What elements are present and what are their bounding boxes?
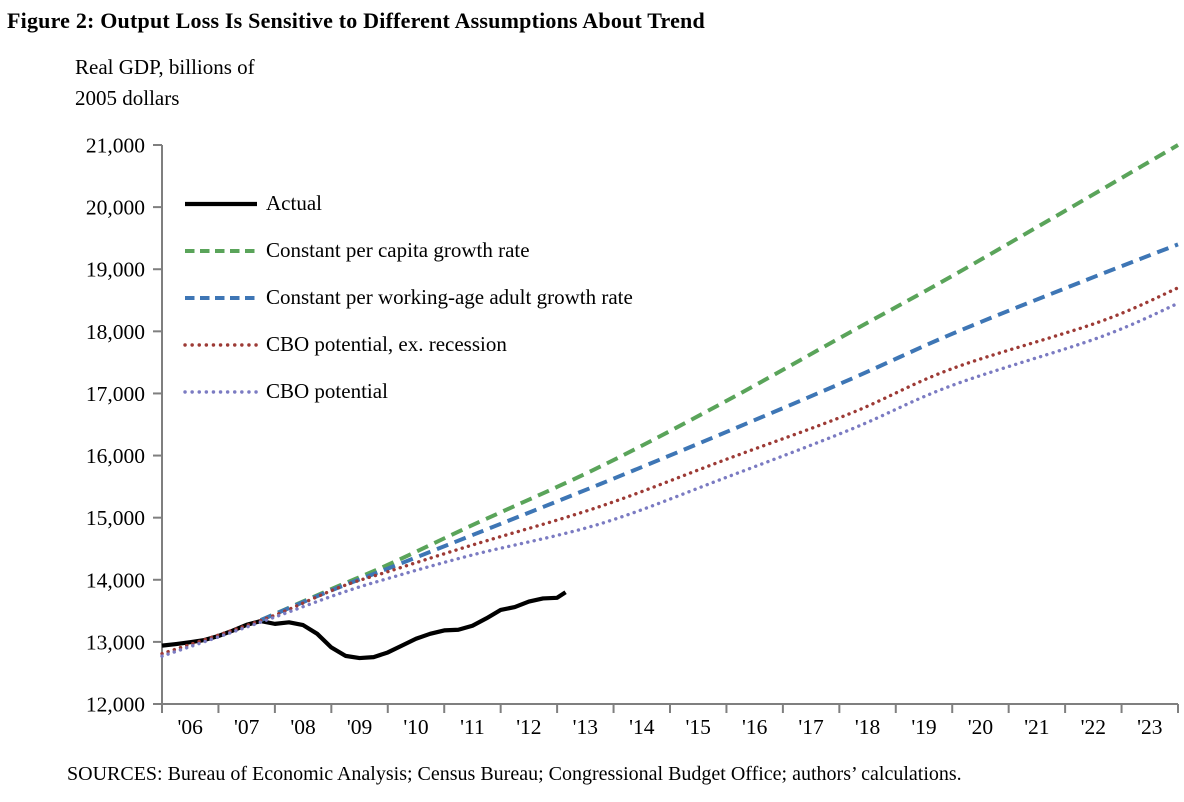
x-tick-label: '19 (911, 715, 936, 739)
x-tick-label: '18 (855, 715, 880, 739)
x-tick-label: '12 (516, 715, 541, 739)
x-tick-label: '23 (1137, 715, 1162, 739)
y-tick-label: 20,000 (86, 196, 145, 220)
legend-label: Actual (266, 191, 322, 215)
y-tick-label: 18,000 (86, 320, 145, 344)
y-tick-label: 14,000 (86, 568, 145, 592)
x-tick-label: '11 (460, 715, 485, 739)
x-tick-label: '06 (178, 715, 204, 739)
series-line-actual (161, 590, 567, 661)
legend-item-constant-per-working-age-adult-growth-rate: Constant per working-age adult growth ra… (183, 274, 633, 321)
series-line-cbo-potential-ex-recession (160, 286, 1180, 656)
x-tick-label: '13 (573, 715, 598, 739)
y-tick-label: 12,000 (86, 693, 145, 717)
x-tick-label: '21 (1024, 715, 1049, 739)
y-tick-label: 17,000 (86, 382, 145, 406)
x-tick-label: '07 (234, 715, 260, 739)
x-tick-label: '10 (403, 715, 428, 739)
x-tick-label: '20 (968, 715, 993, 739)
x-tick-label: '08 (290, 715, 315, 739)
x-tick-label: '17 (798, 715, 824, 739)
legend-label: CBO potential (266, 379, 388, 403)
legend-swatch-constant-per-capita-growth-rate (185, 248, 257, 253)
legend-label: Constant per working-age adult growth ra… (266, 285, 633, 309)
series-line-cbo-potential (160, 301, 1180, 658)
y-tick-label: 13,000 (86, 630, 145, 654)
y-tick-label: 21,000 (86, 134, 145, 158)
figure-title: Figure 2: Output Loss Is Sensitive to Di… (7, 8, 705, 33)
x-tick-label: '22 (1081, 715, 1106, 739)
x-tick-label: '15 (686, 715, 711, 739)
legend-label: CBO potential, ex. recession (266, 332, 507, 356)
legend-swatch-cbo-potential (183, 389, 259, 394)
legend-swatch-constant-per-working-age-adult-growth-rate (185, 295, 257, 300)
legend-swatch-cbo-potential-ex-recession (183, 342, 259, 347)
y-tick-label: 19,000 (86, 258, 145, 282)
x-tick-label: '16 (742, 715, 768, 739)
chart-legend: Actual Constant per capita growth rate Con… (183, 180, 633, 415)
legend-label: Constant per capita growth rate (266, 238, 530, 262)
legend-swatch-actual (185, 201, 257, 206)
x-tick-label: '09 (347, 715, 372, 739)
y-tick-label: 15,000 (86, 506, 145, 530)
y-tick-label: 16,000 (86, 444, 145, 468)
sources-note: SOURCES: Bureau of Economic Analysis; Ce… (67, 763, 962, 785)
legend-item-cbo-potential: CBO potential (183, 368, 633, 415)
legend-item-actual: Actual (183, 180, 633, 227)
x-tick-label: '14 (629, 715, 655, 739)
y-axis-title: Real GDP, billions of 2005 dollars (75, 55, 255, 110)
legend-item-constant-per-capita-growth-rate: Constant per capita growth rate (183, 227, 633, 274)
legend-item-cbo-potential-ex-recession: CBO potential, ex. recession (183, 321, 633, 368)
